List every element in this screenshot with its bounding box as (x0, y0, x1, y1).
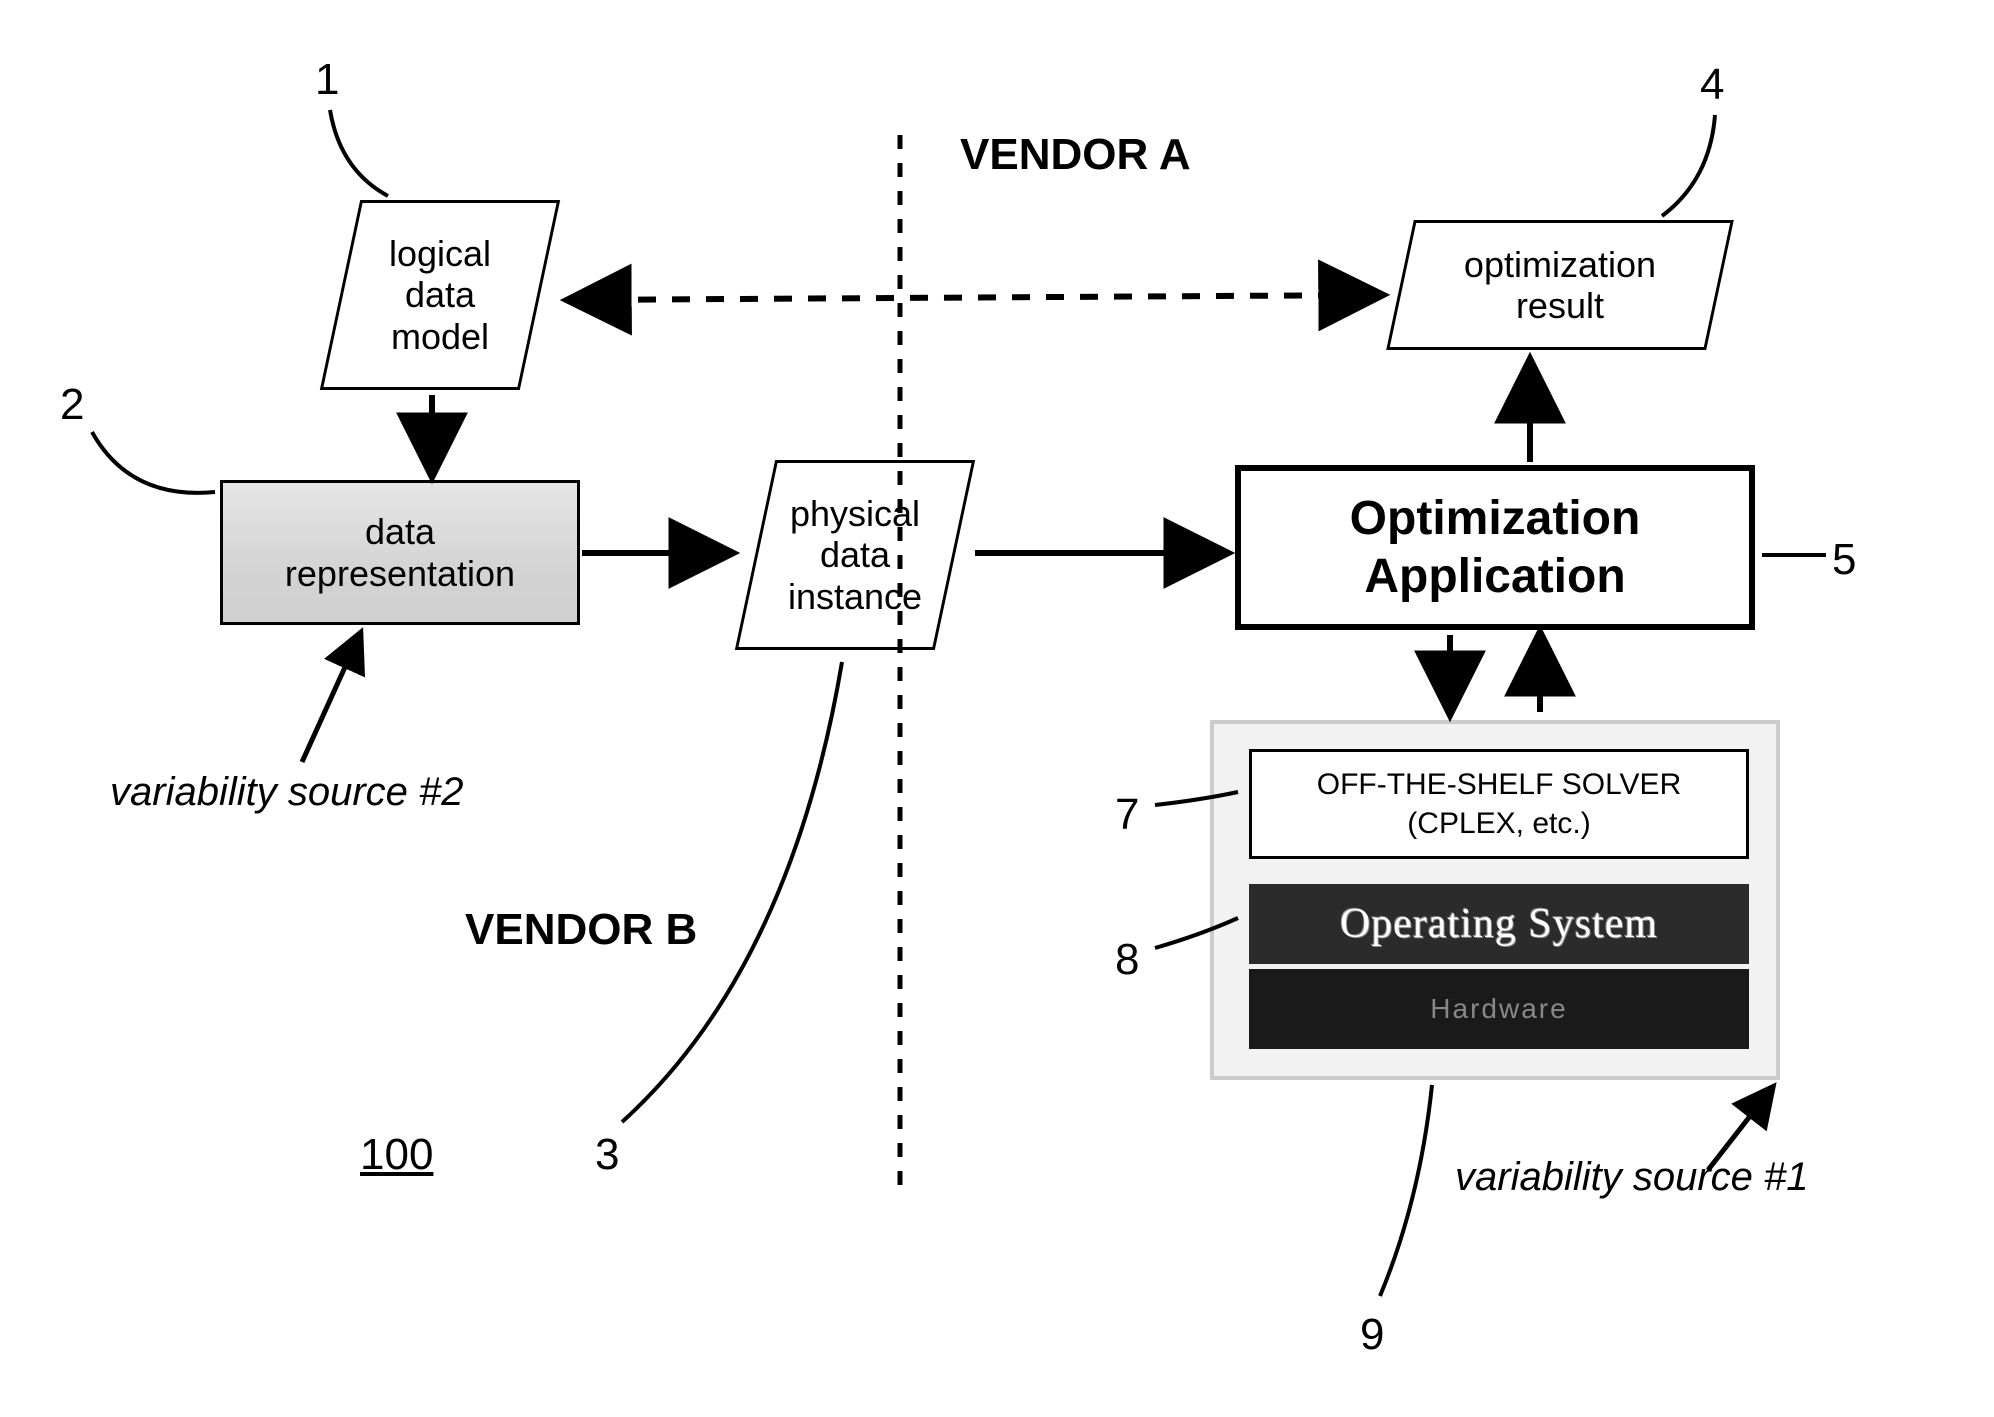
node-physical-data-instance-text: physical data instance (788, 493, 922, 617)
variability-source-1-label: variability source #1 (1455, 1155, 1809, 1200)
callout-3: 3 (595, 1130, 619, 1180)
node-data-representation-text: data representation (285, 511, 515, 595)
node-physical-data-instance: physical data instance (735, 460, 975, 650)
diagram-canvas: VENDOR A VENDOR B 100 logical data model… (0, 0, 1994, 1417)
callout-3-line (622, 662, 842, 1122)
node-operating-system: Operating System (1249, 884, 1749, 964)
callout-9-line (1380, 1085, 1432, 1296)
node-platform-container: OFF-THE-SHELF SOLVER (CPLEX, etc.) Opera… (1210, 720, 1780, 1080)
figure-number: 100 (360, 1130, 433, 1180)
vendor-a-label: VENDOR A (960, 130, 1191, 180)
callout-8: 8 (1115, 935, 1139, 985)
node-optimization-result: optimization result (1386, 220, 1734, 350)
node-optimization-result-text: optimization result (1464, 244, 1656, 327)
callout-2-line (92, 432, 215, 493)
node-logical-data-model: logical data model (320, 200, 560, 390)
node-solver-line1: OFF-THE-SHELF SOLVER (1317, 765, 1681, 804)
callout-4: 4 (1700, 60, 1724, 110)
callout-1-line (330, 110, 388, 196)
node-data-representation: data representation (220, 480, 580, 625)
node-solver: OFF-THE-SHELF SOLVER (CPLEX, etc.) (1249, 749, 1749, 859)
node-hardware-text: Hardware (1430, 993, 1567, 1025)
callout-7: 7 (1115, 790, 1139, 840)
var2-arrow (302, 634, 360, 762)
callout-2: 2 (60, 380, 84, 430)
callout-4-line (1662, 115, 1715, 216)
node-operating-system-text: Operating System (1340, 900, 1658, 948)
callout-5: 5 (1832, 535, 1856, 585)
edge-logical-result-dashed (570, 295, 1380, 300)
node-optimization-application-text: Optimization Application (1350, 490, 1641, 605)
callout-9: 9 (1360, 1310, 1384, 1360)
node-solver-line2: (CPLEX, etc.) (1317, 804, 1681, 843)
node-hardware: Hardware (1249, 969, 1749, 1049)
vendor-b-label: VENDOR B (465, 905, 697, 955)
variability-source-2-label: variability source #2 (110, 770, 464, 815)
node-logical-data-model-text: logical data model (389, 233, 491, 357)
callout-1: 1 (315, 55, 339, 105)
node-optimization-application: Optimization Application (1235, 465, 1755, 630)
connectors-overlay (0, 0, 1994, 1417)
